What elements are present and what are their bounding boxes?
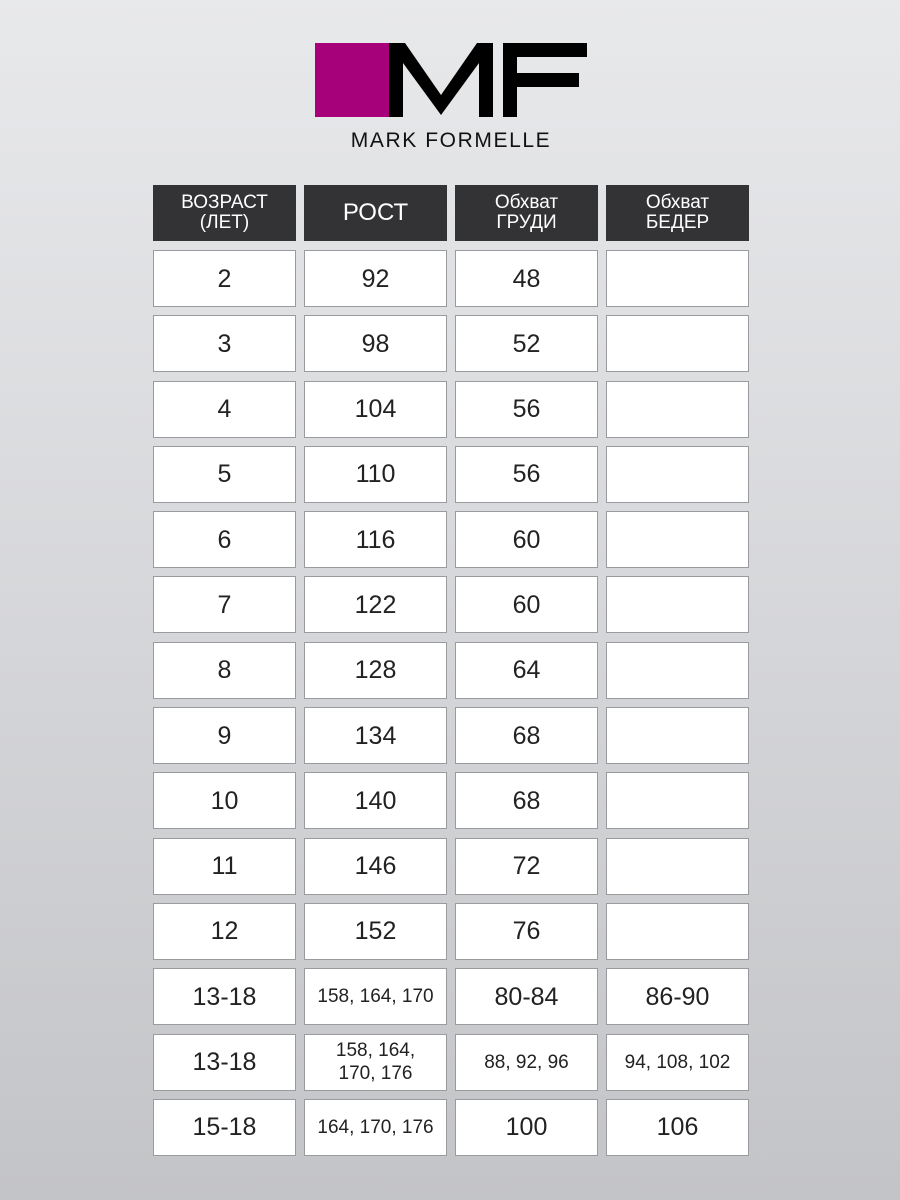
logo-magenta-square <box>315 43 390 117</box>
cell-chest: 52 <box>455 315 598 373</box>
brand-logo: MARK FORMELLE <box>315 43 587 153</box>
cell-height: 158, 164, 170 <box>304 968 447 1026</box>
cell-age: 13-18 <box>153 968 296 1026</box>
cell-age: 9 <box>153 707 296 765</box>
cell-hips <box>606 576 749 634</box>
table-row: 7 122 60 <box>153 576 749 634</box>
cell-height: 122 <box>304 576 447 634</box>
table-row: 4 104 56 <box>153 380 749 438</box>
cell-age: 5 <box>153 445 296 503</box>
cell-chest: 68 <box>455 707 598 765</box>
cell-height: 128 <box>304 641 447 699</box>
cell-hips <box>606 380 749 438</box>
table-row: 6 116 60 <box>153 511 749 569</box>
cell-chest: 56 <box>455 380 598 438</box>
cell-height: 158, 164, 170, 176 <box>304 1033 447 1091</box>
size-chart-table: ВОЗРАСТ (ЛЕТ) РОСТ Обхват ГРУДИ Обхват Б… <box>153 185 749 1164</box>
cell-hips <box>606 315 749 373</box>
table-row: 3 98 52 <box>153 315 749 373</box>
cell-age: 7 <box>153 576 296 634</box>
cell-chest: 48 <box>455 250 598 307</box>
table-row: 8 128 64 <box>153 641 749 699</box>
cell-chest: 60 <box>455 511 598 569</box>
cell-height: 152 <box>304 902 447 960</box>
cell-age: 13-18 <box>153 1033 296 1091</box>
cell-hips <box>606 445 749 503</box>
header-age: ВОЗРАСТ (ЛЕТ) <box>153 185 296 241</box>
table-row: 2 92 48 <box>153 250 749 307</box>
cell-height: 110 <box>304 445 447 503</box>
cell-chest: 80-84 <box>455 968 598 1026</box>
cell-hips <box>606 772 749 830</box>
header-hips: Обхват БЕДЕР <box>606 185 749 241</box>
cell-hips <box>606 250 749 307</box>
cell-age: 12 <box>153 902 296 960</box>
cell-height: 104 <box>304 380 447 438</box>
table-row: 9 134 68 <box>153 707 749 765</box>
logo-brand-name: MARK FORMELLE <box>350 129 552 152</box>
header-chest: Обхват ГРУДИ <box>455 185 598 241</box>
cell-chest: 68 <box>455 772 598 830</box>
cell-age: 3 <box>153 315 296 373</box>
table-row: 13-18 158, 164, 170 80-84 86-90 <box>153 968 749 1026</box>
cell-age: 2 <box>153 250 296 307</box>
cell-hips: 94, 108, 102 <box>606 1033 749 1091</box>
table-row: 12 152 76 <box>153 902 749 960</box>
cell-hips <box>606 707 749 765</box>
cell-age: 4 <box>153 380 296 438</box>
cell-height: 140 <box>304 772 447 830</box>
cell-chest: 100 <box>455 1098 598 1156</box>
cell-chest: 64 <box>455 641 598 699</box>
logo-mf-letters <box>389 43 587 117</box>
cell-age: 11 <box>153 837 296 895</box>
cell-height: 98 <box>304 315 447 373</box>
cell-hips <box>606 641 749 699</box>
cell-chest: 76 <box>455 902 598 960</box>
cell-age: 15-18 <box>153 1098 296 1156</box>
cell-height: 164, 170, 176 <box>304 1098 447 1156</box>
table-row: 13-18 158, 164, 170, 176 88, 92, 96 94, 108… <box>153 1033 749 1091</box>
table-row: 10 140 68 <box>153 772 749 830</box>
cell-age: 6 <box>153 511 296 569</box>
cell-age: 10 <box>153 772 296 830</box>
header-height: РОСТ <box>304 185 447 241</box>
cell-chest: 88, 92, 96 <box>455 1033 598 1091</box>
cell-hips <box>606 902 749 960</box>
cell-height: 92 <box>304 250 447 307</box>
cell-chest: 72 <box>455 837 598 895</box>
table-header: ВОЗРАСТ (ЛЕТ) РОСТ Обхват ГРУДИ Обхват Б… <box>153 185 749 241</box>
table-row: 5 110 56 <box>153 445 749 503</box>
cell-height: 146 <box>304 837 447 895</box>
cell-age: 8 <box>153 641 296 699</box>
cell-hips <box>606 511 749 569</box>
cell-hips: 86-90 <box>606 968 749 1026</box>
cell-chest: 56 <box>455 445 598 503</box>
cell-height: 116 <box>304 511 447 569</box>
table-row: 11 146 72 <box>153 837 749 895</box>
cell-chest: 60 <box>455 576 598 634</box>
table-row: 15-18 164, 170, 176 100 106 <box>153 1098 749 1156</box>
cell-height: 134 <box>304 707 447 765</box>
cell-hips: 106 <box>606 1098 749 1156</box>
cell-hips <box>606 837 749 895</box>
